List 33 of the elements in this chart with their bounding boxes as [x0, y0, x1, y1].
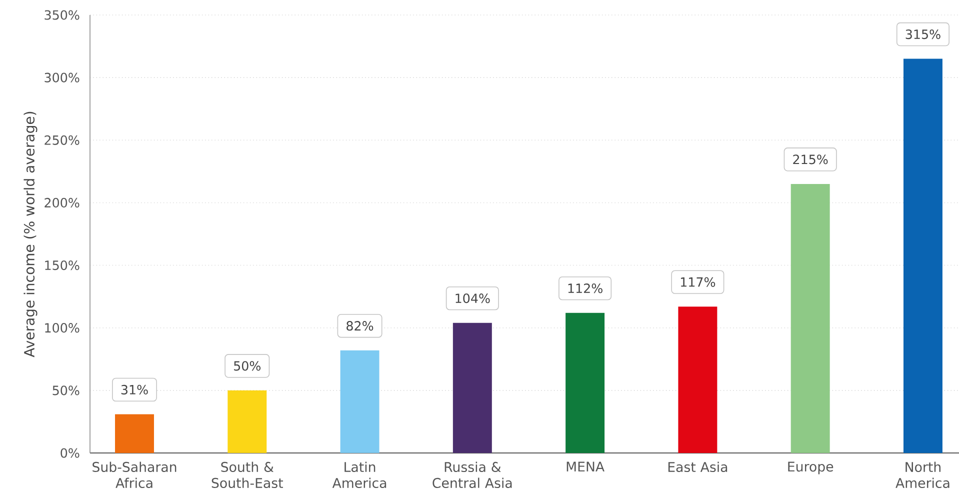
x-tick-label: Russia & Central Asia: [432, 462, 512, 488]
x-tick-label: Sub-Saharan Africa: [92, 462, 176, 488]
y-tick-label: 50%: [52, 386, 80, 396]
y-tick-label: 150%: [45, 260, 80, 270]
y-axis-title: Average income (% world average): [24, 112, 38, 358]
y-tick-label: 300%: [44, 72, 80, 82]
bar: [115, 414, 154, 453]
y-tick-label: 350%: [44, 10, 80, 20]
x-tick-label: Europe: [788, 462, 834, 474]
bar: [903, 58, 942, 453]
bar: [228, 390, 267, 453]
y-tick-label: 100%: [45, 323, 80, 333]
x-tick-label: MENA: [566, 462, 604, 472]
bar: [340, 350, 380, 453]
data-label: 315%: [906, 29, 940, 40]
y-tick-label: 250%: [44, 135, 80, 145]
bar: [790, 184, 830, 453]
data-label: 82%: [346, 321, 374, 331]
x-tick-label: Latin America: [332, 462, 386, 488]
x-tick-label: South & South-East: [212, 462, 284, 488]
data-label: 112%: [568, 284, 602, 294]
data-label: 117%: [680, 277, 716, 287]
y-tick-label: 0%: [60, 448, 80, 458]
data-label: 31%: [121, 384, 148, 394]
data-label: 104%: [456, 294, 490, 304]
bar: [678, 306, 718, 453]
data-label: 50%: [234, 361, 261, 371]
x-tick-label: East Asia: [668, 462, 728, 472]
data-label: 215%: [793, 154, 828, 164]
x-tick-label: North America: [896, 462, 950, 488]
bar: [566, 312, 605, 453]
y-tick-label: 200%: [44, 198, 80, 208]
bar: [452, 322, 492, 453]
